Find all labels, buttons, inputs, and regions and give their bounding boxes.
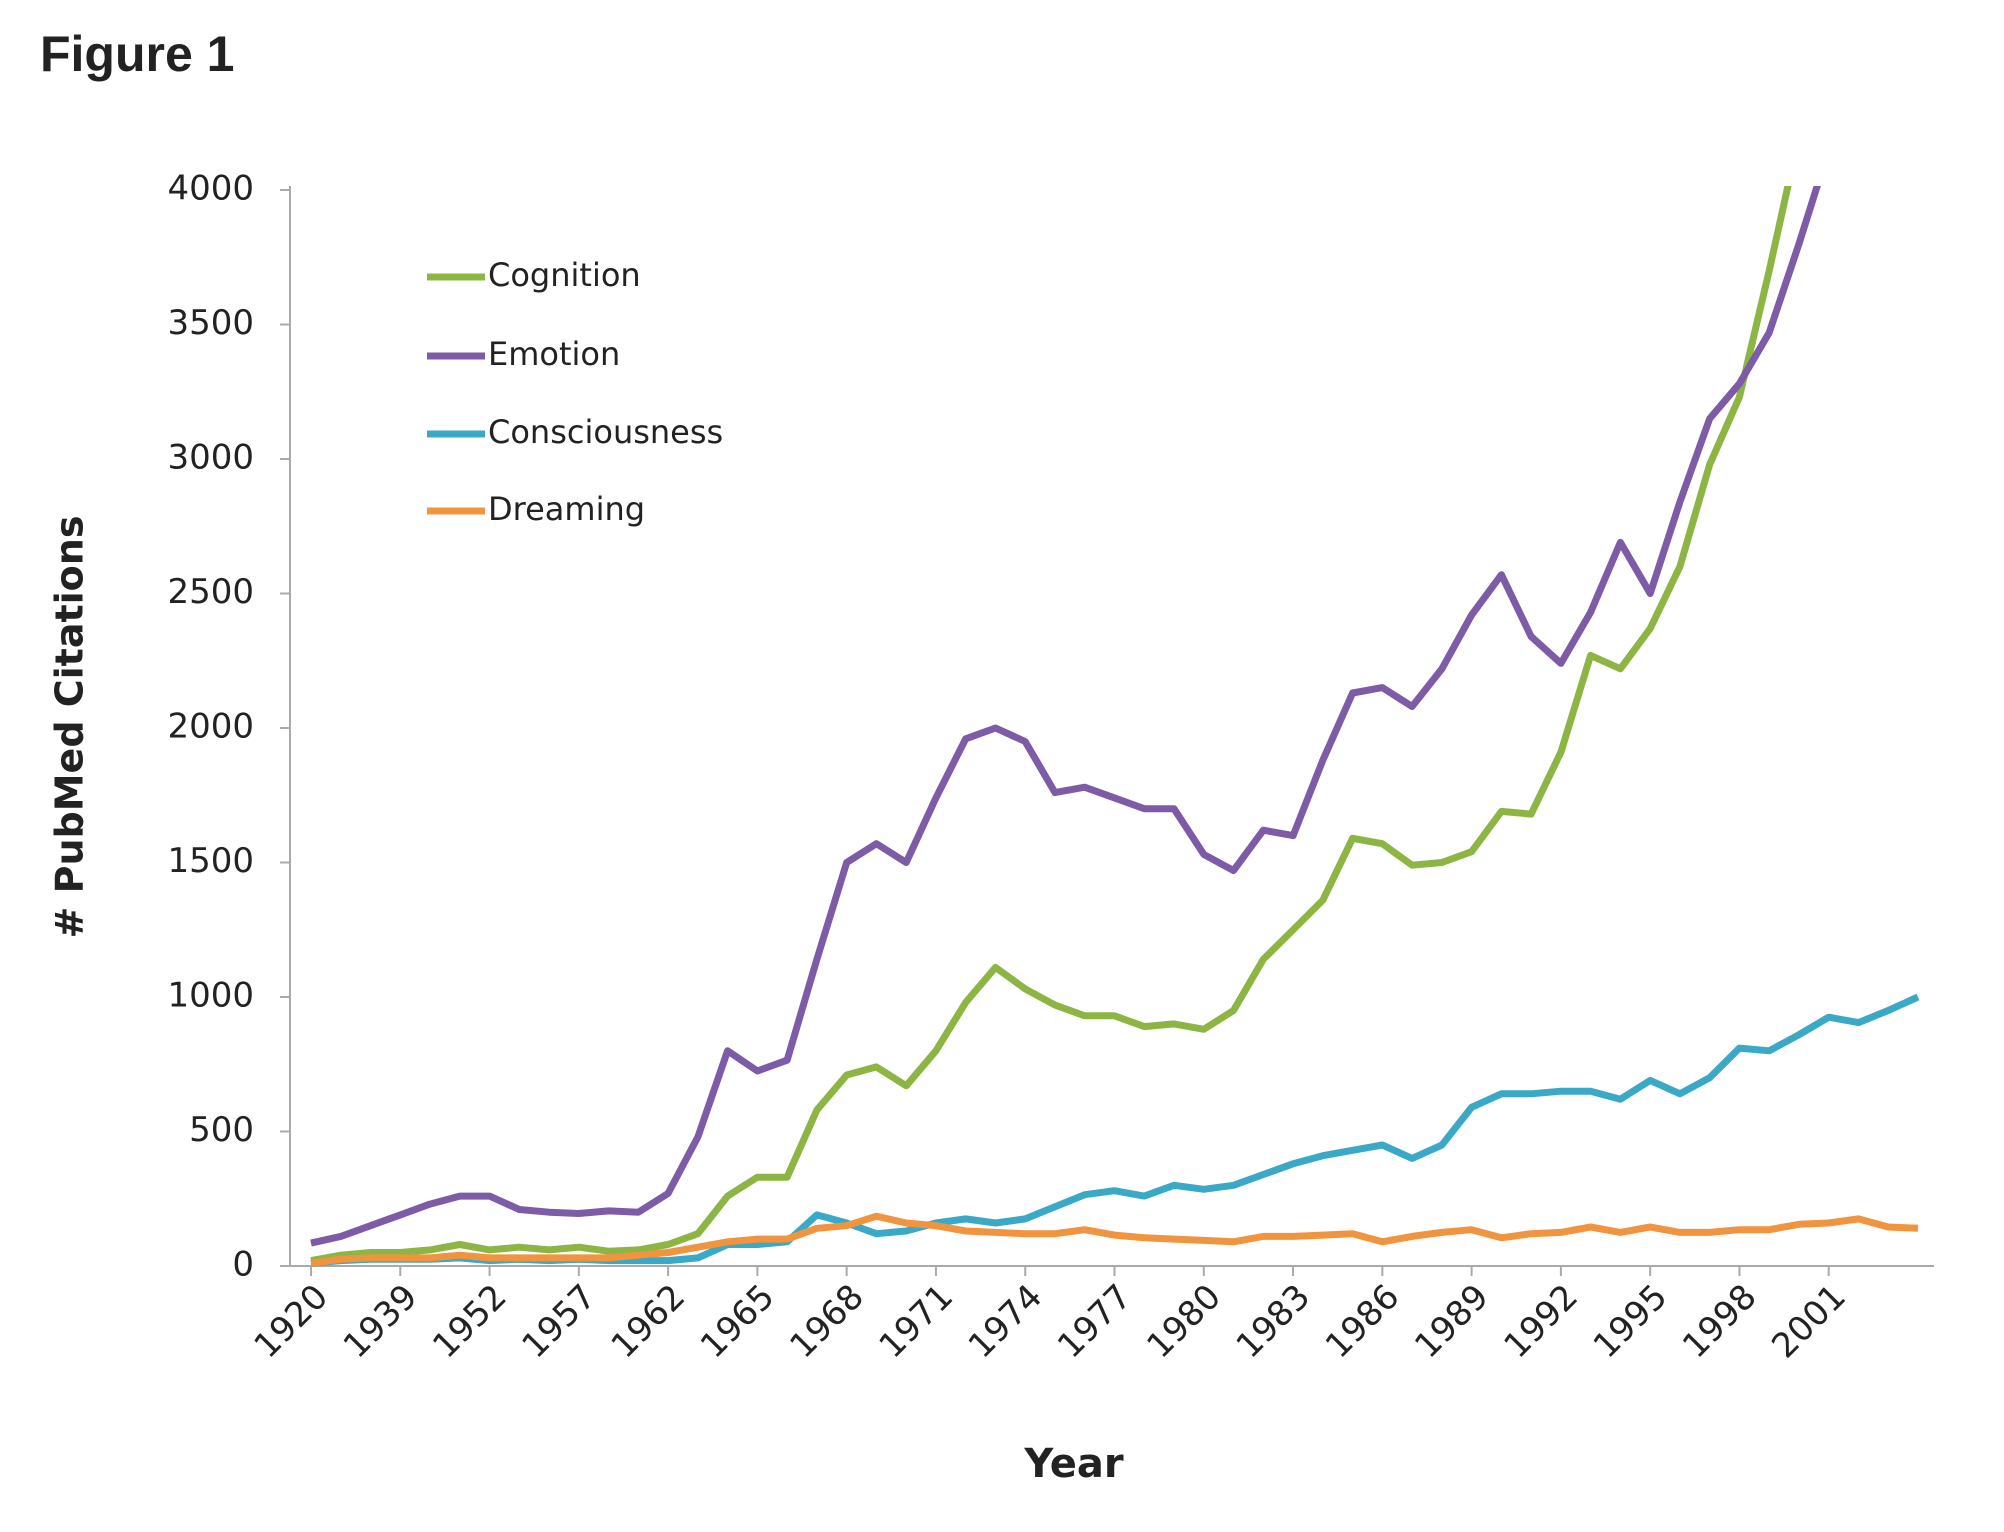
x-tick-label: 1965 [693,1277,782,1366]
x-tick-label: 1983 [1229,1277,1318,1366]
series-line [310,186,1792,1265]
y-tick-label: 4000 [167,169,254,209]
legend-label: Consciousness [488,413,723,451]
y-tick-label: 0 [232,1245,254,1285]
y-tick-label: 1500 [167,841,254,881]
x-tick-label: 1989 [1407,1277,1496,1366]
x-tick-label: 2001 [1764,1277,1853,1366]
y-tick-label: 500 [189,1110,254,1150]
x-tick-label: 1992 [1496,1277,1585,1366]
plot-area [310,186,1920,1267]
x-tick-label: 1995 [1586,1277,1675,1366]
x-tick-label: 1920 [247,1277,336,1366]
x-axis-title: Year [1023,1441,1123,1487]
x-tick-label: 1957 [514,1277,603,1366]
x-tick-label: 1962 [604,1277,693,1366]
x-tick-label: 1998 [1675,1277,1764,1366]
legend-label: Cognition [488,256,641,294]
x-tick-label: 1971 [872,1277,961,1366]
x-tick-label: 1986 [1318,1277,1407,1366]
y-tick-label: 3500 [167,303,254,343]
legend-label: Dreaming [488,490,645,528]
y-axis-title: # PubMed Citations [48,516,92,939]
series-line [310,993,1920,1267]
figure-label: Figure 1 [40,26,234,82]
y-tick-label: 2000 [167,707,254,747]
x-tick-label: 1939 [336,1277,425,1366]
x-tick-label: 1952 [425,1277,514,1366]
x-tick-label: 1968 [782,1277,871,1366]
x-tick-label: 1977 [1050,1277,1139,1366]
x-tick-label: 1980 [1139,1277,1228,1366]
y-tick-label: 3000 [167,438,254,478]
series-line [310,1212,1919,1267]
legend-label: Emotion [488,335,620,373]
x-tick-label: 1974 [961,1277,1050,1366]
y-tick-label: 2500 [167,572,254,612]
y-tick-label: 1000 [167,976,254,1016]
series-line [310,186,1821,1247]
